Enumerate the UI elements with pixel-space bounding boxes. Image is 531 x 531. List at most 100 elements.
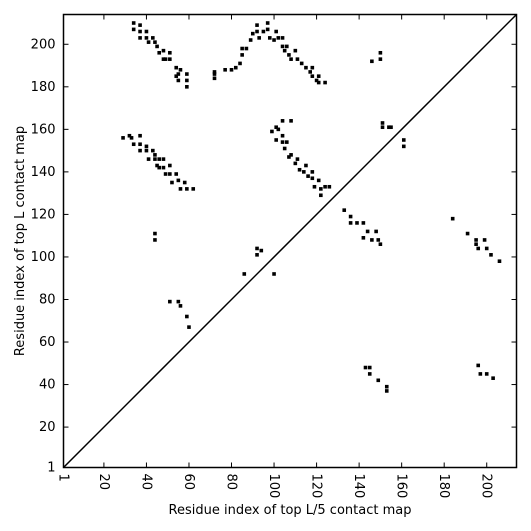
contact-point xyxy=(323,80,327,85)
contact-point xyxy=(384,384,389,389)
contact-point xyxy=(153,231,157,236)
contact-point xyxy=(491,376,495,380)
contact-point xyxy=(280,119,285,123)
contact-point xyxy=(238,61,242,66)
contact-point xyxy=(370,59,374,64)
contact-point xyxy=(127,133,132,138)
contact-point xyxy=(450,216,455,221)
contact-point xyxy=(185,72,189,76)
contact-point xyxy=(478,372,483,376)
y-tick-label: 120 xyxy=(31,207,56,222)
contact-point xyxy=(287,155,291,159)
contact-point xyxy=(255,253,259,257)
contact-point xyxy=(168,50,172,55)
contact-point xyxy=(265,21,270,25)
contact-point xyxy=(131,21,136,25)
contact-point xyxy=(316,178,321,183)
contact-point xyxy=(376,238,381,242)
contact-point xyxy=(276,36,281,40)
contact-point xyxy=(289,57,293,61)
contact-point xyxy=(163,172,168,176)
y-tick-label: 140 xyxy=(31,165,56,180)
contact-point xyxy=(367,372,372,376)
contact-point xyxy=(255,23,259,27)
contact-point xyxy=(314,78,319,83)
contact-point xyxy=(280,36,285,40)
contact-point xyxy=(482,238,487,242)
contact-point xyxy=(272,38,276,42)
contact-point xyxy=(327,184,332,189)
contact-point xyxy=(270,129,274,134)
contact-point xyxy=(342,208,347,212)
contact-point xyxy=(185,85,189,89)
contact-point xyxy=(323,184,327,189)
contact-point xyxy=(240,53,244,57)
contact-point xyxy=(255,29,259,34)
contact-point xyxy=(153,157,157,161)
contact-point xyxy=(310,176,315,181)
contact-point xyxy=(289,119,293,123)
contact-point xyxy=(178,187,183,191)
contact-point xyxy=(274,138,278,142)
contact-point xyxy=(276,127,281,132)
contact-point xyxy=(157,50,162,55)
contact-point xyxy=(138,148,142,153)
contact-point xyxy=(153,153,157,157)
contact-point xyxy=(378,50,383,55)
contact-point xyxy=(185,78,189,83)
contact-point xyxy=(157,165,162,170)
contact-point xyxy=(176,178,181,183)
x-tick-label: 180 xyxy=(436,474,451,499)
x-tick-label: 1 xyxy=(56,474,71,482)
contact-point xyxy=(121,136,125,140)
contact-point xyxy=(367,365,372,370)
contact-point xyxy=(365,229,370,234)
contact-point xyxy=(168,57,172,61)
x-tick-label: 60 xyxy=(181,474,196,491)
x-tick-label: 120 xyxy=(309,474,324,499)
contact-point xyxy=(144,36,149,40)
contact-point xyxy=(282,48,287,53)
contact-point xyxy=(185,314,189,319)
contact-point xyxy=(484,246,489,251)
x-tick-label: 20 xyxy=(96,474,111,491)
contact-point xyxy=(484,372,489,376)
contact-point xyxy=(168,163,172,168)
contact-point xyxy=(174,172,179,176)
contact-point xyxy=(348,221,353,225)
contact-point xyxy=(285,44,289,49)
contact-point xyxy=(170,180,174,185)
y-tick-label: 160 xyxy=(31,122,56,137)
contact-point xyxy=(289,153,293,157)
y-tick-label: 80 xyxy=(39,292,56,307)
contact-point xyxy=(389,125,393,130)
contact-point xyxy=(144,144,149,149)
contact-point xyxy=(304,65,308,70)
contact-point xyxy=(176,299,181,304)
contact-point xyxy=(378,242,383,246)
contact-point xyxy=(319,193,323,198)
contact-point xyxy=(131,27,136,32)
contact-point xyxy=(380,125,385,130)
contact-point xyxy=(178,304,183,308)
contact-point xyxy=(174,74,179,78)
contact-point xyxy=(131,142,136,147)
contact-point xyxy=(363,365,368,370)
contact-point xyxy=(176,72,181,76)
contact-point xyxy=(178,67,183,72)
contact-point xyxy=(302,170,306,174)
contact-point xyxy=(361,236,366,240)
contact-point xyxy=(306,174,310,178)
y-tick-label: 60 xyxy=(39,335,56,350)
contact-point xyxy=(155,163,159,168)
contact-point xyxy=(151,36,155,40)
contact-point xyxy=(161,57,166,61)
x-tick-label: 140 xyxy=(351,474,366,499)
contact-point xyxy=(168,172,172,176)
contact-point xyxy=(176,78,181,83)
contact-point xyxy=(187,325,191,329)
contact-point xyxy=(285,140,289,144)
contact-point xyxy=(257,36,261,40)
x-axis-label: Residue index of top L/5 contact map xyxy=(169,503,412,518)
